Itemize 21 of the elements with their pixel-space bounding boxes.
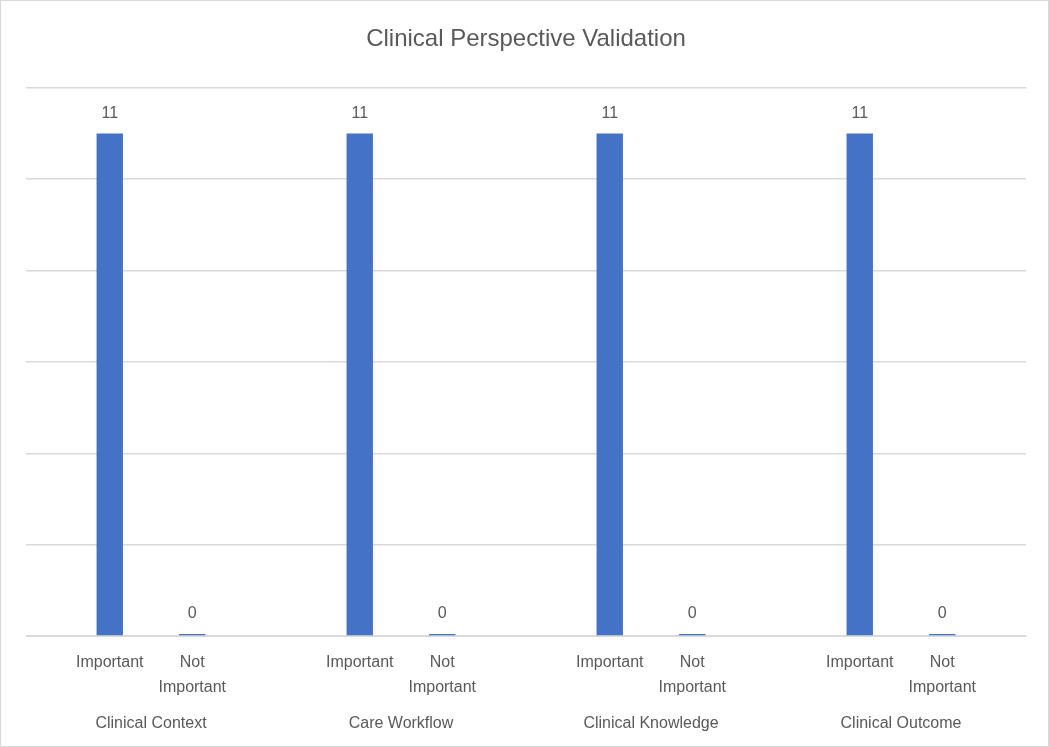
series-label: Important <box>75 653 145 671</box>
data-label: 11 <box>601 103 619 121</box>
x-tick-label: Clinical Outcome <box>840 714 962 732</box>
data-label: 0 <box>937 604 947 622</box>
text: Not Important <box>908 653 977 696</box>
text: Important <box>825 653 894 671</box>
text: Not Important <box>408 653 477 696</box>
data-label: 0 <box>187 604 197 622</box>
text: Important <box>325 653 394 671</box>
text: Important <box>575 653 644 671</box>
x-tick-label: Clinical Knowledge <box>583 714 719 732</box>
data-label: 11 <box>851 103 869 121</box>
chart-title: Clinical Perspective Validation <box>366 24 686 52</box>
data-label: 0 <box>687 604 697 622</box>
data-label: 11 <box>351 103 369 121</box>
data-label: 0 <box>437 604 447 622</box>
data-label: 11 <box>101 103 119 121</box>
text: Not Important <box>158 653 227 696</box>
x-tick-label: Clinical Context <box>95 714 208 732</box>
x-tick-label: Care Workflow <box>348 714 454 732</box>
series-label: Not Important <box>658 653 727 696</box>
